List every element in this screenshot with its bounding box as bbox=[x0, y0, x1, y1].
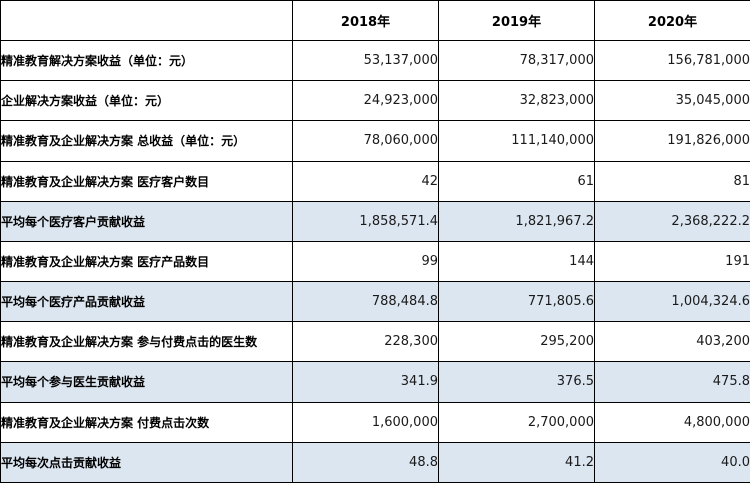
row-label: 平均每个医疗产品贡献收益 bbox=[0, 281, 293, 323]
cell-value: 78,317,000 bbox=[438, 39, 595, 82]
table-row: 企业解决方案收益（单位：元） 24,923,000 32,823,000 35,… bbox=[0, 80, 750, 122]
row-label: 精准教育及企业解决方案 医疗客户数目 bbox=[0, 160, 293, 202]
table-row: 精准教育及企业解决方案 参与付费点击的医生数 228,300 295,200 4… bbox=[0, 321, 750, 363]
table-row-highlighted: 平均每个参与医生贡献收益 341.9 376.5 475.8 bbox=[0, 361, 750, 403]
row-label: 精准教育及企业解决方案 参与付费点击的医生数 bbox=[0, 321, 293, 363]
header-row: 2018年 2019年 2020年 bbox=[0, 0, 750, 41]
table-row: 精准教育解决方案收益（单位：元） 53,137,000 78,317,000 1… bbox=[0, 39, 750, 82]
cell-value: 1,821,967.2 bbox=[438, 200, 595, 242]
row-label: 平均每次点击贡献收益 bbox=[0, 441, 293, 483]
row-label: 平均每个医疗客户贡献收益 bbox=[0, 200, 293, 242]
row-label: 企业解决方案收益（单位：元） bbox=[0, 80, 293, 122]
table-row: 精准教育及企业解决方案 医疗产品数目 99 144 191 bbox=[0, 240, 750, 283]
cell-value: 156,781,000 bbox=[594, 39, 750, 82]
table-row-highlighted: 平均每次点击贡献收益 48.8 41.2 40.0 bbox=[0, 441, 750, 483]
row-label: 平均每个参与医生贡献收益 bbox=[0, 361, 293, 403]
cell-value: 40.0 bbox=[594, 441, 750, 483]
cell-value: 53,137,000 bbox=[292, 39, 439, 82]
cell-value: 99 bbox=[292, 240, 439, 283]
cell-value: 771,805.6 bbox=[438, 281, 595, 323]
cell-value: 2,700,000 bbox=[438, 401, 595, 443]
cell-value: 1,858,571.4 bbox=[292, 200, 439, 242]
cell-value: 35,045,000 bbox=[594, 80, 750, 122]
cell-value: 341.9 bbox=[292, 361, 439, 403]
cell-value: 376.5 bbox=[438, 361, 595, 403]
cell-value: 41.2 bbox=[438, 441, 595, 483]
row-label: 精准教育及企业解决方案 总收益（单位：元） bbox=[0, 120, 293, 162]
cell-value: 2,368,222.2 bbox=[594, 200, 750, 242]
table-row: 精准教育及企业解决方案 医疗客户数目 42 61 81 bbox=[0, 160, 750, 202]
cell-value: 191,826,000 bbox=[594, 120, 750, 162]
cell-value: 475.8 bbox=[594, 361, 750, 403]
cell-value: 788,484.8 bbox=[292, 281, 439, 323]
cell-value: 191 bbox=[594, 240, 750, 283]
column-header-2018: 2018年 bbox=[292, 0, 439, 41]
cell-value: 228,300 bbox=[292, 321, 439, 363]
row-label: 精准教育及企业解决方案 付费点击次数 bbox=[0, 401, 293, 443]
column-header-2020: 2020年 bbox=[594, 0, 750, 41]
table-row: 精准教育及企业解决方案 总收益（单位：元） 78,060,000 111,140… bbox=[0, 120, 750, 162]
cell-value: 4,800,000 bbox=[594, 401, 750, 443]
cell-value: 295,200 bbox=[438, 321, 595, 363]
cell-value: 42 bbox=[292, 160, 439, 202]
row-label: 精准教育解决方案收益（单位：元） bbox=[0, 39, 293, 82]
cell-value: 1,600,000 bbox=[292, 401, 439, 443]
cell-value: 144 bbox=[438, 240, 595, 283]
cell-value: 48.8 bbox=[292, 441, 439, 483]
cell-value: 81 bbox=[594, 160, 750, 202]
cell-value: 24,923,000 bbox=[292, 80, 439, 122]
cell-value: 403,200 bbox=[594, 321, 750, 363]
table-row-highlighted: 平均每个医疗客户贡献收益 1,858,571.4 1,821,967.2 2,3… bbox=[0, 200, 750, 242]
corner-empty-cell bbox=[0, 0, 293, 41]
cell-value: 32,823,000 bbox=[438, 80, 595, 122]
cell-value: 111,140,000 bbox=[438, 120, 595, 162]
column-header-2019: 2019年 bbox=[438, 0, 595, 41]
cell-value: 78,060,000 bbox=[292, 120, 439, 162]
table-row-highlighted: 平均每个医疗产品贡献收益 788,484.8 771,805.6 1,004,3… bbox=[0, 281, 750, 323]
table-row: 精准教育及企业解决方案 付费点击次数 1,600,000 2,700,000 4… bbox=[0, 401, 750, 443]
cell-value: 1,004,324.6 bbox=[594, 281, 750, 323]
cell-value: 61 bbox=[438, 160, 595, 202]
row-label: 精准教育及企业解决方案 医疗产品数目 bbox=[0, 240, 293, 283]
